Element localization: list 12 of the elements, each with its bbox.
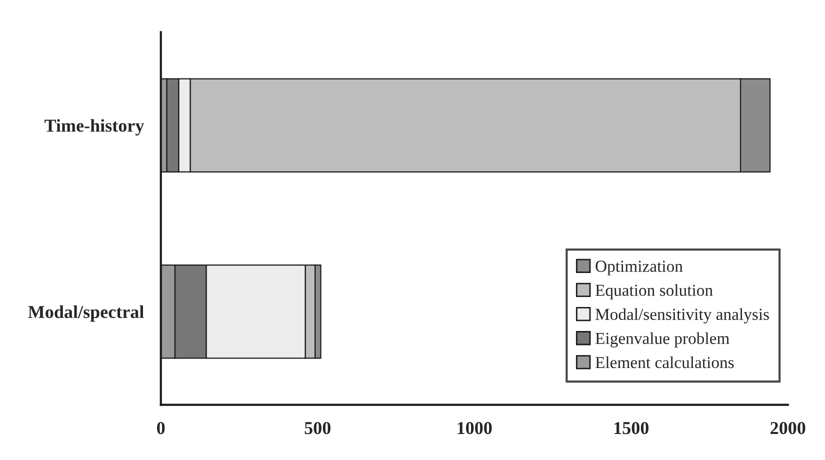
y-tick-label: Time-history: [44, 119, 144, 136]
x-tick-label: 2000: [770, 422, 806, 434]
legend-label: Optimization: [596, 260, 683, 276]
y-tick-label: Modal/spectral: [28, 305, 144, 322]
x-tick-label: 1500: [614, 422, 648, 434]
legend-label: Element calculations: [595, 356, 734, 368]
legend-label: Modal/sensitivity analysis: [595, 308, 769, 324]
x-tick-label: 1000: [458, 422, 492, 434]
x-tick-label: 0: [157, 422, 165, 434]
legend-label: Eigenvalue problem: [595, 332, 730, 348]
legend-label: Equation solution: [595, 284, 713, 300]
x-tick-label: 500: [304, 422, 330, 434]
